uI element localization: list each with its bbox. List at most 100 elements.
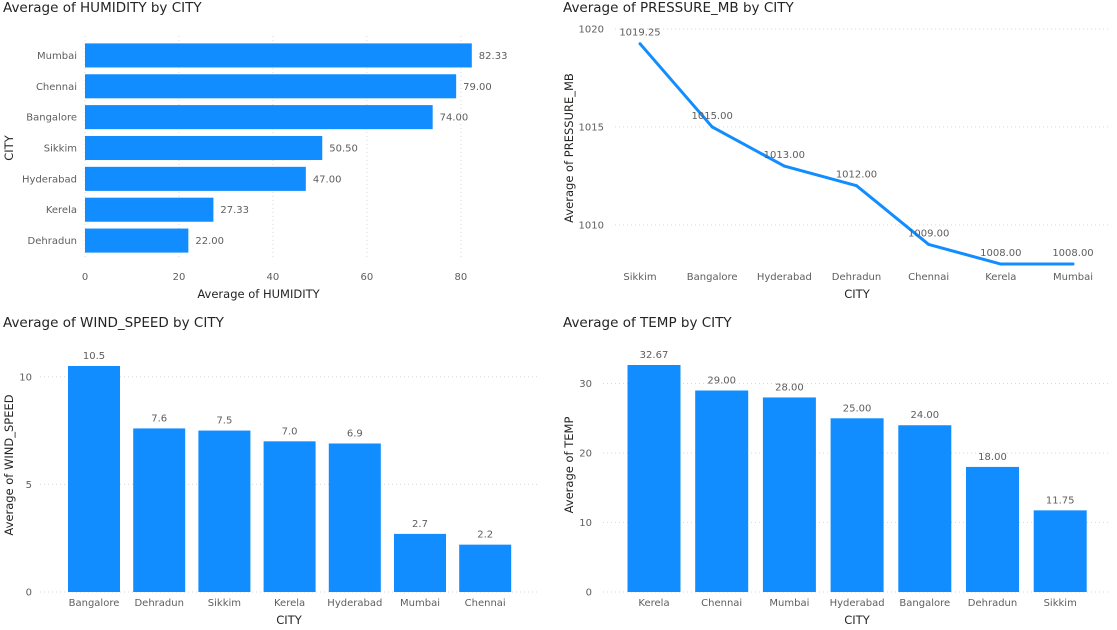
x-tick-label: Dehradun [832, 272, 881, 283]
pressure-point [1071, 262, 1075, 266]
wind-speed-bar [68, 366, 120, 592]
humidity-bar [85, 197, 214, 222]
wind-speed-bar [328, 443, 381, 592]
x-tick-label: 40 [267, 272, 280, 283]
x-axis-title: CITY [844, 613, 870, 627]
data-label: 1008.00 [980, 248, 1021, 259]
x-axis-title: Average of HUMIDITY [197, 287, 320, 301]
x-tick-label: Mumbai [1053, 272, 1093, 283]
temp-bar [966, 466, 1019, 592]
humidity-bar [85, 105, 433, 130]
y-axis-title: Average of WIND_SPEED [2, 394, 16, 535]
data-label: 28.00 [775, 382, 804, 393]
data-label: 74.00 [440, 113, 469, 124]
x-tick-label: Hyderabad [830, 598, 885, 609]
data-label: 82.33 [479, 51, 508, 62]
humidity-bar [85, 74, 457, 99]
y-tick-label: Sikkim [44, 144, 77, 155]
data-label: 18.00 [978, 452, 1007, 463]
x-tick-label: Dehradun [134, 598, 183, 609]
pressure-chart-title: Average of PRESSURE_MB by CITY [563, 0, 794, 16]
temp-bar [1033, 510, 1087, 592]
x-tick-label: Chennai [701, 598, 742, 609]
data-label: 47.00 [313, 174, 342, 185]
data-label: 50.50 [329, 144, 358, 155]
x-tick-label: Mumbai [400, 598, 440, 609]
temp-chart-panel: Average of TEMP by CITY 0 10 20 30 Kerela 32.… [560, 315, 1117, 630]
temp-bar [762, 397, 816, 592]
wind-speed-bar [394, 533, 446, 592]
data-label: 2.2 [477, 530, 493, 541]
y-tick-label: 1010 [579, 220, 604, 231]
data-label: 7.0 [282, 426, 298, 437]
temp-chart: 0 10 20 30 Kerela 32.67 Chennai 29.00 Mumbai 28.0… [562, 350, 1110, 627]
data-label: 1009.00 [908, 228, 949, 239]
wind-chart-panel: Average of WIND_SPEED by CITY 0 5 10 Bangal… [0, 315, 545, 630]
wind-speed-bar [198, 430, 251, 592]
x-tick-label: Mumbai [769, 598, 809, 609]
humidity-bar [85, 228, 189, 253]
wind-speed-bar [459, 544, 512, 592]
x-tick-label: Sikkim [1044, 598, 1077, 609]
pressure-point [710, 125, 714, 129]
humidity-chart-title: Average of HUMIDITY by CITY [3, 0, 202, 16]
pressure-point [927, 242, 931, 246]
x-tick-label: Chennai [908, 272, 949, 283]
y-tick-label: 20 [579, 449, 592, 460]
x-tick-label: Hyderabad [757, 272, 812, 283]
wind-speed-bar [133, 428, 186, 592]
x-tick-label: Chennai [465, 598, 506, 609]
wind-chart: 0 5 10 Bangalore 10.5 Dehradun 7.6 Sikkim 7.5 Ker… [2, 351, 540, 627]
humidity-bar [85, 43, 472, 68]
x-tick-label: 60 [361, 272, 374, 283]
data-label: 24.00 [910, 410, 939, 421]
data-label: 2.7 [412, 519, 428, 530]
y-tick-label: 5 [26, 480, 32, 491]
x-tick-label: 20 [173, 272, 186, 283]
x-tick-label: Bangalore [687, 272, 738, 283]
y-tick-label: 0 [26, 588, 32, 599]
data-label: 32.67 [640, 350, 669, 361]
data-label: 1008.00 [1052, 248, 1093, 259]
y-tick-label: 10 [19, 372, 32, 383]
x-tick-label: Bangalore [69, 598, 120, 609]
y-axis-title: Average of TEMP [562, 417, 576, 514]
humidity-bar [85, 135, 323, 161]
y-axis-title: CITY [2, 134, 16, 160]
y-tick-label: 10 [579, 518, 592, 529]
y-axis-title: Average of PRESSURE_MB [562, 73, 576, 223]
data-label: 1019.25 [619, 28, 660, 39]
wind-speed-bar [263, 441, 316, 592]
pressure-point [855, 184, 858, 188]
y-tick-label: Bangalore [26, 113, 77, 124]
data-label: 7.6 [151, 413, 167, 424]
pressure-point [782, 164, 786, 168]
temp-bar [695, 390, 749, 592]
data-label: 29.00 [707, 376, 736, 387]
pressure-point [638, 42, 642, 46]
x-tick-label: Kerela [638, 598, 669, 609]
y-tick-label: 0 [586, 588, 592, 599]
data-label: 1013.00 [764, 150, 805, 161]
wind-chart-title: Average of WIND_SPEED by CITY [3, 315, 224, 331]
x-tick-label: 0 [82, 272, 88, 283]
data-label: 22.00 [195, 236, 224, 247]
pressure-chart: 1010 1015 1020 Sikkim 1019.25 Bangalore 1015.0… [562, 25, 1108, 301]
data-label: 1015.00 [691, 111, 732, 122]
y-tick-label: 1015 [579, 122, 604, 133]
pressure-line [638, 42, 1073, 266]
y-tick-label: 30 [579, 379, 592, 390]
x-tick-label: Sikkim [623, 272, 656, 283]
temp-bar [627, 365, 681, 592]
humidity-chart-panel: Average of HUMIDITY by CITY 0 20 40 60 80 Mum… [0, 0, 545, 305]
humidity-bar [85, 166, 306, 191]
y-tick-label: Dehradun [28, 236, 77, 247]
y-tick-label: Chennai [36, 82, 77, 93]
x-axis-title: CITY [276, 613, 302, 627]
data-label: 10.5 [83, 351, 105, 362]
data-label: 6.9 [347, 428, 363, 439]
pressure-point [999, 262, 1003, 266]
x-tick-label: Dehradun [968, 598, 1017, 609]
pressure-chart-panel: Average of PRESSURE_MB by CITY 1010 1015 1… [560, 0, 1117, 305]
y-tick-label: Hyderabad [22, 174, 77, 185]
